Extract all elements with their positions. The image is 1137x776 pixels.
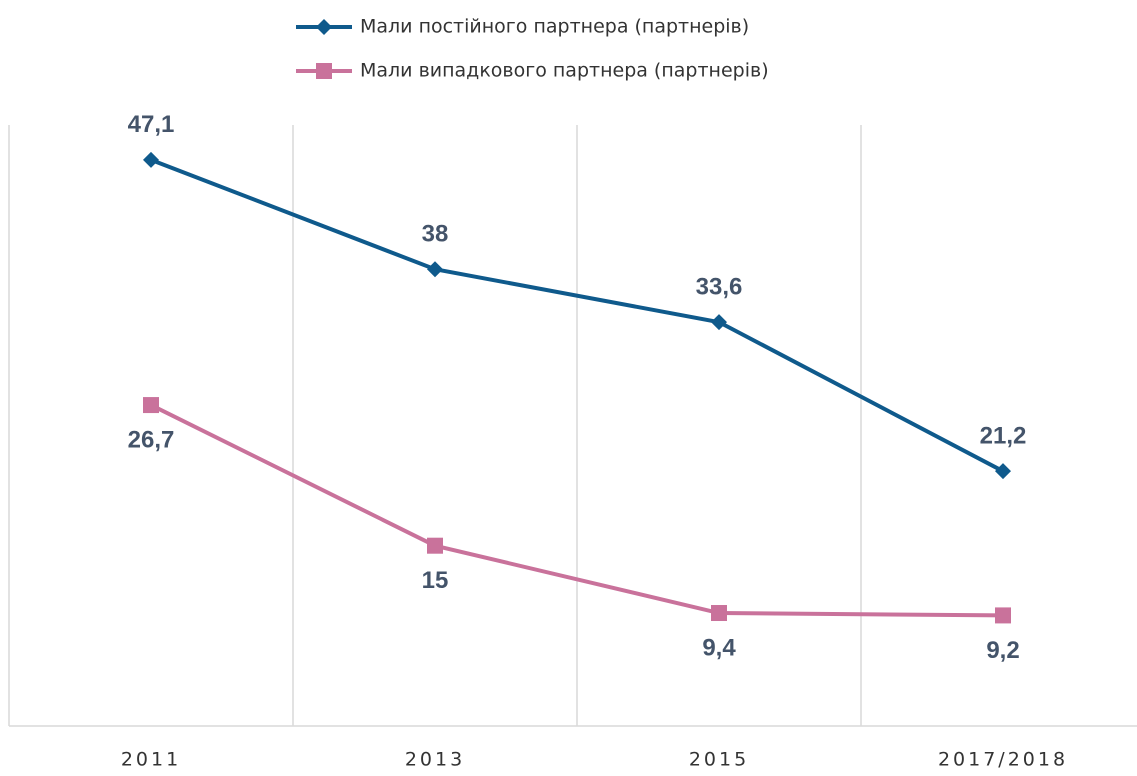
data-label: 15 — [422, 567, 449, 594]
legend-label: Мали постійного партнера (партнерів) — [360, 16, 749, 38]
data-label: 9,4 — [702, 634, 736, 661]
marker — [427, 261, 443, 278]
data-label: 47,1 — [128, 111, 175, 138]
marker — [316, 19, 332, 35]
series-line — [150, 157, 1004, 473]
marker — [995, 463, 1011, 480]
legend-label: Мали випадкового партнера (партнерів) — [360, 60, 769, 82]
data-label: 9,2 — [986, 637, 1019, 664]
series-line — [150, 403, 1004, 618]
data-label: 26,7 — [128, 426, 175, 453]
data-label: 21,2 — [980, 423, 1027, 450]
x-tick-label: 2017/2018 — [938, 749, 1068, 771]
x-tick-label: 2015 — [689, 749, 749, 771]
marker — [143, 397, 159, 414]
marker — [427, 537, 443, 554]
marker — [316, 63, 332, 79]
marker — [711, 314, 727, 331]
x-tick-label: 2011 — [121, 749, 181, 771]
data-label: 38 — [422, 221, 449, 248]
marker — [711, 605, 727, 622]
data-label: 33,6 — [696, 273, 743, 300]
x-tick-label: 2013 — [405, 749, 465, 771]
marker — [995, 607, 1011, 624]
marker — [143, 151, 159, 168]
